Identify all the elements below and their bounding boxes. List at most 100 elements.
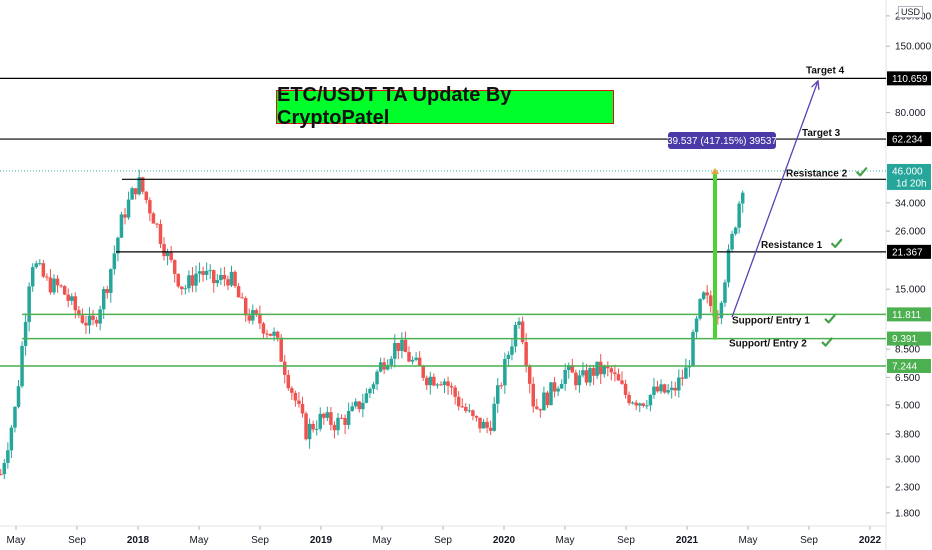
candle-body <box>346 410 351 425</box>
candle-body <box>265 333 269 335</box>
candle-body <box>272 331 276 336</box>
candle-body <box>705 292 709 296</box>
candle-body <box>98 309 102 324</box>
candle-body <box>460 406 464 408</box>
y-tick-label: 3.000 <box>895 454 920 465</box>
candle-body <box>16 386 21 407</box>
candle-body <box>243 298 248 316</box>
check-icon <box>824 314 836 324</box>
candle-body <box>84 322 88 326</box>
candle-body <box>403 339 408 353</box>
level-badge <box>887 71 931 86</box>
candle-body <box>485 421 489 428</box>
candle-body <box>623 383 628 395</box>
candle-body <box>595 361 599 376</box>
candle-body <box>48 277 53 293</box>
candle-body <box>279 337 283 362</box>
candle-body <box>105 289 109 293</box>
x-tick-label: Sep <box>68 535 86 546</box>
candle-body <box>357 401 362 410</box>
candle-body <box>201 271 205 275</box>
candle-body <box>364 393 369 403</box>
check-icon <box>821 337 833 347</box>
candle-body <box>673 387 677 391</box>
candle-body <box>666 390 670 393</box>
candle-body <box>307 423 312 440</box>
candle-body <box>385 364 390 370</box>
candle-body <box>417 357 422 366</box>
candle-body <box>172 260 177 274</box>
y-axis[interactable]: 110.65962.23442.50221.36711.8119.3917.24… <box>886 11 932 519</box>
candle-body <box>236 286 241 298</box>
level-badge <box>887 307 931 322</box>
candle-body <box>176 273 180 287</box>
y-tick-label: 3.800 <box>895 430 920 441</box>
currency-label[interactable]: USD <box>898 6 924 18</box>
candle-body <box>627 394 631 404</box>
candle-body <box>59 285 63 287</box>
candle-body <box>130 188 134 200</box>
candle-body <box>215 280 220 284</box>
candle-body <box>396 342 401 351</box>
check-icon <box>831 238 843 248</box>
candle-body <box>300 403 305 414</box>
x-axis[interactable]: May Sep 2018 May Sep 2019 May Sep 2020 May Sep 2021… <box>7 526 882 546</box>
candle-body <box>737 203 741 228</box>
candle-body <box>488 427 493 431</box>
candle-body <box>378 362 383 372</box>
y-tick-label: 80.000 <box>895 108 926 119</box>
level-label: 11.811 <box>892 310 922 321</box>
candle-body <box>662 384 667 393</box>
annotation-label: Support/ Entry 2 <box>729 339 807 350</box>
x-tick-label: 2018 <box>127 535 150 546</box>
candle-body <box>141 177 145 192</box>
candle-body <box>204 270 209 275</box>
candle-body <box>101 289 106 310</box>
candle-body <box>55 278 60 286</box>
candle-body <box>432 376 436 386</box>
x-tick-label: 2020 <box>493 535 516 546</box>
candle-body <box>77 310 81 316</box>
candle-body <box>45 276 49 278</box>
candle-body <box>581 370 585 376</box>
x-tick-label: May <box>739 535 758 546</box>
candle-body <box>268 333 273 336</box>
candle-body <box>442 381 447 386</box>
candle-body <box>27 286 31 322</box>
x-tick-label: May <box>7 535 26 546</box>
candles <box>0 169 745 480</box>
candle-body <box>481 421 486 429</box>
candle-body <box>659 384 663 392</box>
measure-bar <box>713 170 717 340</box>
level-label: 21.367 <box>892 247 923 258</box>
candle-body <box>616 374 621 381</box>
candle-body <box>606 366 610 369</box>
annotation-label: Target 4 <box>806 65 845 76</box>
candle-body <box>187 275 191 289</box>
candle-body <box>428 376 433 386</box>
candle-body <box>499 385 504 387</box>
candle-body <box>169 251 173 261</box>
candle-body <box>602 366 606 375</box>
candle-body <box>449 385 454 388</box>
candle-body <box>740 192 745 204</box>
candle-body <box>297 400 301 404</box>
candle-body <box>343 418 347 425</box>
candle-body <box>698 299 702 319</box>
price-levels <box>0 77 886 367</box>
candle-body <box>112 253 117 270</box>
candle-body <box>329 412 333 425</box>
candle-body <box>510 346 514 355</box>
candle-body <box>527 366 532 384</box>
candle-body <box>535 406 539 409</box>
candle-body <box>733 227 738 234</box>
candle-body <box>393 342 397 359</box>
candle-body <box>552 382 557 392</box>
candle-body <box>247 315 251 321</box>
candle-body <box>520 321 525 343</box>
candle-body <box>2 462 7 475</box>
candle-body <box>233 271 237 287</box>
candle-body <box>183 288 188 290</box>
candle-body <box>261 323 266 334</box>
